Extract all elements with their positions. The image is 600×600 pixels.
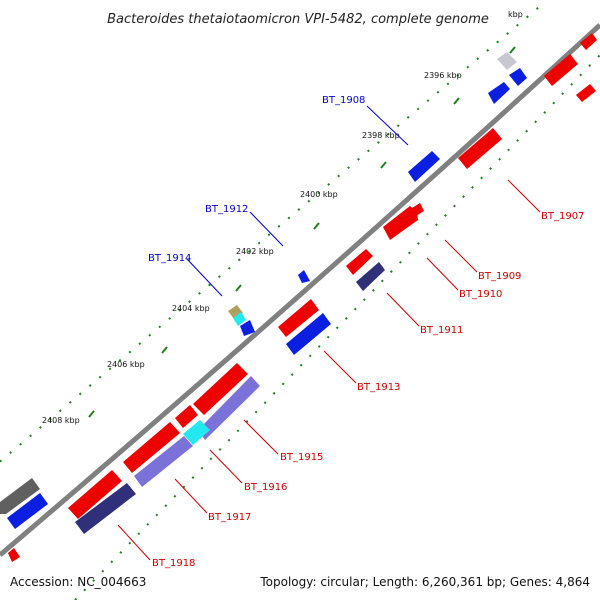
gene-label-bt1908[interactable]: BT_1908	[322, 95, 365, 106]
scale-label: 2398 kbp	[362, 131, 400, 140]
gene-label-bt1914[interactable]: BT_1914	[148, 253, 191, 264]
gene-label-bt1917[interactable]: BT_1917	[208, 512, 251, 523]
feature-block[interactable]	[488, 82, 510, 104]
feature-block[interactable]	[134, 436, 193, 487]
feature-block[interactable]	[580, 33, 597, 50]
scale-label: 2400 kbp	[300, 190, 338, 199]
feature-block[interactable]	[408, 151, 440, 182]
major-ticks	[88, 46, 516, 418]
gene-label-bt1913[interactable]: BT_1913	[357, 382, 400, 393]
feature-block[interactable]	[544, 54, 578, 86]
gene-label-bt1912[interactable]: BT_1912	[205, 204, 248, 215]
feature-block[interactable]	[458, 128, 502, 169]
feature-block[interactable]	[68, 470, 122, 519]
scale-labels: kbp 2396 kbp 2398 kbp 2400 kbp 2402 kbp …	[42, 10, 523, 425]
genome-backbone	[0, 23, 600, 557]
gene-label-bt1909[interactable]: BT_1909	[478, 271, 521, 282]
feature-block[interactable]	[346, 249, 373, 275]
feature-block[interactable]	[198, 376, 260, 440]
feature-block[interactable]	[412, 203, 424, 216]
feature-block[interactable]	[286, 313, 331, 355]
features	[0, 33, 597, 562]
feature-block[interactable]	[509, 68, 527, 86]
gene-label-bt1918[interactable]: BT_1918	[152, 558, 195, 569]
feature-block[interactable]	[193, 363, 248, 415]
feature-block[interactable]	[383, 206, 418, 240]
scale-label: 2396 kbp	[424, 71, 462, 80]
feature-block[interactable]	[8, 548, 20, 562]
gene-label-bt1911[interactable]: BT_1911	[420, 325, 463, 336]
map-title: Bacteroides thetaiotaomicron VPI-5482, c…	[107, 12, 489, 27]
feature-block[interactable]	[75, 483, 136, 534]
feature-block[interactable]	[278, 299, 319, 337]
scale-label: 2406 kbp	[107, 360, 145, 369]
feature-block[interactable]	[123, 422, 180, 473]
gene-label-bt1910[interactable]: BT_1910	[459, 289, 502, 300]
scale-label: 2408 kbp	[42, 416, 80, 425]
scale-label: 2402 kbp	[236, 247, 274, 256]
gene-label-bt1915[interactable]: BT_1915	[280, 452, 323, 463]
feature-block[interactable]	[7, 493, 48, 529]
feature-block[interactable]	[497, 52, 517, 70]
feature-block[interactable]	[0, 478, 40, 514]
feature-block[interactable]	[183, 420, 210, 445]
feature-block[interactable]	[298, 270, 310, 283]
gene-label-bt1907[interactable]: BT_1907	[541, 211, 584, 222]
scale-label: 2404 kbp	[172, 304, 210, 313]
genome-summary: Topology: circular; Length: 6,260,361 bp…	[259, 575, 590, 589]
feature-block[interactable]	[175, 405, 198, 428]
feature-block[interactable]	[576, 84, 596, 102]
callout-lines	[117, 105, 541, 561]
scale-label-partial: kbp	[508, 10, 523, 19]
feature-block[interactable]	[240, 320, 255, 336]
accession-text: Accession: NC_004663	[10, 575, 146, 589]
feature-block[interactable]	[233, 312, 246, 326]
gene-labels: BT_1907 BT_1908 BT_1909 BT_1910 BT_1911 …	[148, 95, 584, 569]
feature-block[interactable]	[356, 262, 385, 291]
gene-label-bt1916[interactable]: BT_1916	[244, 482, 287, 493]
